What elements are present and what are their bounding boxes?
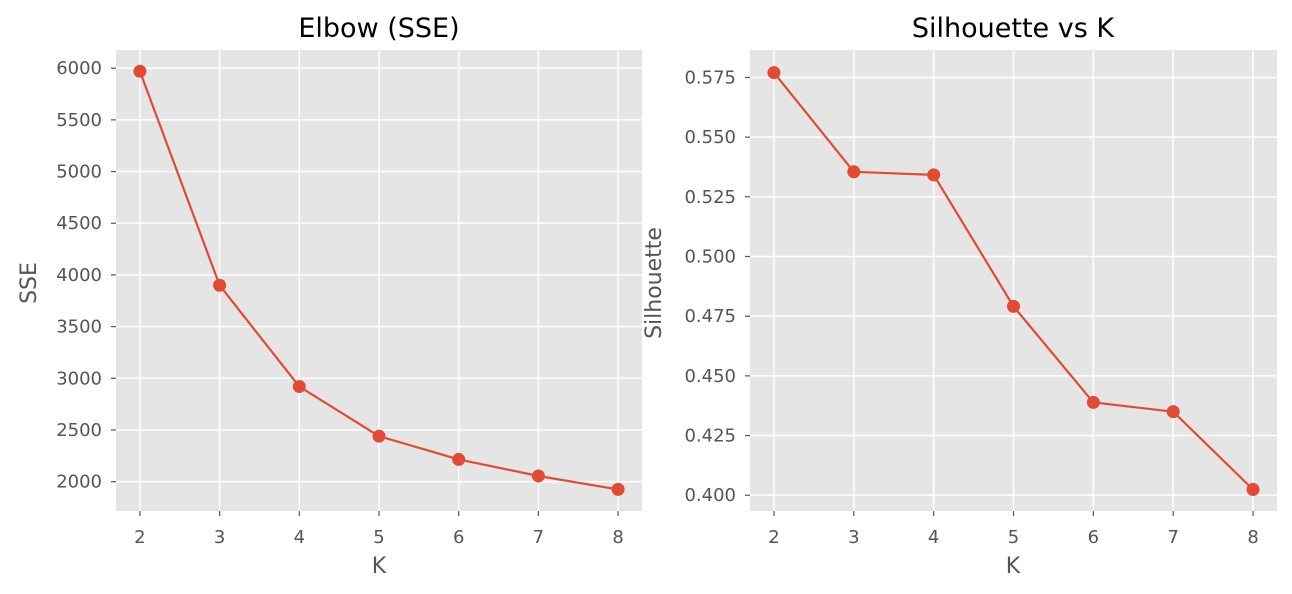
x-tick-label: 7 [1167,527,1178,548]
x-axis-label: K [1006,554,1021,579]
series-marks [767,66,1260,497]
x-tick-label: 3 [848,527,859,548]
tick-labels: 2 3 4 5 6 7 8 2000 2500 3000 3500 4000 4500 5000 5500 6… [56,58,624,548]
chart-title: Silhouette vs K [912,13,1115,44]
y-axis-label: SSE [17,262,42,304]
y-tick-label: 0.525 [684,187,736,208]
y-tick-label: 2000 [56,472,102,493]
chart-title: Elbow (SSE) [298,13,459,44]
series-marks [133,64,625,496]
x-tick-label: 4 [928,527,939,548]
x-tick-label: 2 [768,527,779,548]
y-tick-label: 0.500 [684,247,736,268]
data-point [847,165,861,179]
x-tick-label: 3 [214,527,225,548]
data-point [1166,405,1180,419]
gridlines [750,50,1277,511]
data-point [1086,395,1100,409]
y-tick-label: 3000 [56,368,102,389]
x-axis-label: K [372,554,387,579]
data-point [1246,483,1260,497]
y-tick-label: 2500 [56,420,102,441]
x-tick-label: 8 [1247,527,1258,548]
y-tick-label: 6000 [56,58,102,79]
data-point [292,380,306,394]
data-point [767,66,781,80]
y-tick-label: 5500 [56,110,102,131]
x-tick-label: 6 [1088,527,1099,548]
y-tick-label: 0.575 [684,67,736,88]
elbow-chart: 2 3 4 5 6 7 8 2000 2500 3000 3500 4000 4500 5000 5500 6… [17,13,642,579]
y-tick-label: 0.475 [684,306,736,327]
x-tick-label: 5 [373,527,384,548]
data-point [452,452,466,466]
y-tick-label: 4000 [56,265,102,286]
y-tick-label: 4500 [56,213,102,234]
data-point [531,469,545,483]
tick-labels: 2 3 4 5 6 7 8 0.400 0.425 0.450 0.475 0.500 0.525 0.5… [684,67,1258,548]
x-tick-label: 5 [1008,527,1019,548]
data-point [1007,299,1020,313]
y-axis-label: Silhouette [642,227,667,339]
x-tick-label: 6 [453,527,464,548]
data-point [372,429,386,443]
x-tick-label: 8 [612,527,623,548]
data-point [133,64,147,78]
gridlines [116,50,642,511]
silhouette-chart: 2 3 4 5 6 7 8 0.400 0.425 0.450 0.475 0.500 0.525 0.5… [642,13,1277,579]
y-tick-label: 0.450 [684,366,736,387]
x-tick-label: 2 [134,527,145,548]
x-tick-label: 4 [294,527,305,548]
y-tick-label: 0.425 [684,426,736,447]
data-point [213,278,227,292]
data-point [611,482,625,496]
y-tick-label: 0.400 [684,485,736,506]
y-tick-label: 0.550 [684,127,736,148]
data-point [927,168,941,182]
x-tick-label: 7 [533,527,544,548]
y-tick-label: 3500 [56,317,102,338]
y-tick-label: 5000 [56,162,102,183]
